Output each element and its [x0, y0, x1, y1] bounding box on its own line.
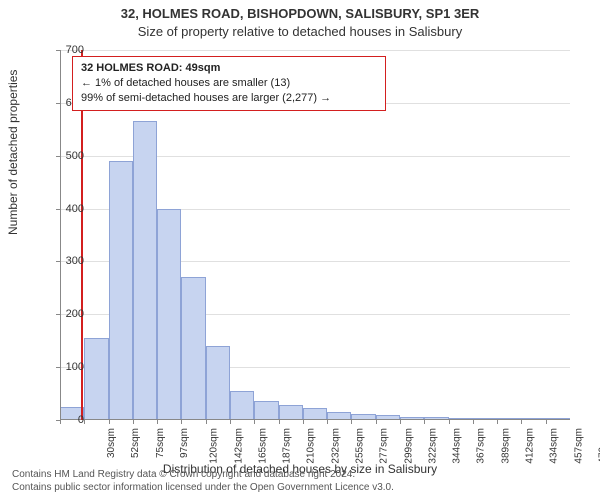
x-tick-mark [181, 420, 182, 424]
x-tick-label: 165sqm [257, 428, 268, 464]
x-tick-label: 367sqm [476, 428, 487, 464]
x-tick-label: 187sqm [282, 428, 293, 464]
y-tick-label: 500 [44, 150, 84, 162]
x-tick-mark [133, 420, 134, 424]
y-tick-label: 300 [44, 255, 84, 267]
x-tick-label: 299sqm [403, 428, 414, 464]
x-tick-mark [279, 420, 280, 424]
annotation-box: 32 HOLMES ROAD: 49sqm ← 1% of detached h… [72, 56, 386, 111]
x-tick-mark [497, 420, 498, 424]
x-tick-mark [521, 420, 522, 424]
x-tick-mark [351, 420, 352, 424]
x-tick-label: 434sqm [549, 428, 560, 464]
x-tick-label: 97sqm [179, 428, 190, 458]
x-tick-label: 52sqm [130, 428, 141, 458]
histogram-bar [133, 121, 157, 420]
y-tick-label: 700 [44, 44, 84, 56]
x-tick-mark [473, 420, 474, 424]
x-tick-mark [376, 420, 377, 424]
annotation-line2: ← 1% of detached houses are smaller (13) [81, 76, 377, 91]
x-tick-mark [400, 420, 401, 424]
x-tick-mark [327, 420, 328, 424]
title-address: 32, HOLMES ROAD, BISHOPDOWN, SALISBURY, … [0, 6, 600, 21]
histogram-bar [206, 346, 230, 420]
histogram-bar [230, 391, 254, 420]
x-tick-label: 277sqm [379, 428, 390, 464]
histogram-bar [109, 161, 133, 420]
x-tick-mark [60, 420, 61, 424]
histogram-bar [254, 401, 278, 420]
x-tick-mark [230, 420, 231, 424]
x-tick-label: 142sqm [233, 428, 244, 464]
x-tick-label: 120sqm [209, 428, 220, 464]
histogram-bar [84, 338, 108, 420]
x-tick-label: 389sqm [500, 428, 511, 464]
x-tick-mark [424, 420, 425, 424]
x-tick-label: 30sqm [106, 428, 117, 458]
y-tick-label: 100 [44, 361, 84, 373]
grid-line [60, 50, 570, 51]
x-axis-line [60, 419, 570, 420]
y-axis-label: Number of detached properties [6, 70, 20, 235]
x-tick-mark [109, 420, 110, 424]
x-tick-label: 322sqm [427, 428, 438, 464]
x-tick-mark [254, 420, 255, 424]
x-tick-label: 75sqm [155, 428, 166, 458]
x-tick-label: 344sqm [452, 428, 463, 464]
annotation-line1: 32 HOLMES ROAD: 49sqm [81, 61, 377, 76]
footer-attribution: Contains HM Land Registry data © Crown c… [12, 469, 394, 494]
x-tick-mark [303, 420, 304, 424]
x-tick-label: 412sqm [525, 428, 536, 464]
x-tick-label: 232sqm [330, 428, 341, 464]
x-tick-label: 210sqm [306, 428, 317, 464]
x-tick-mark [84, 420, 85, 424]
footer-line2: Contains public sector information licen… [12, 482, 394, 495]
x-tick-mark [206, 420, 207, 424]
x-tick-mark [546, 420, 547, 424]
annotation-line3: 99% of semi-detached houses are larger (… [81, 91, 377, 106]
histogram-bar [181, 277, 205, 420]
x-tick-mark [449, 420, 450, 424]
x-tick-label: 255sqm [355, 428, 366, 464]
y-tick-label: 200 [44, 308, 84, 320]
footer-line1: Contains HM Land Registry data © Crown c… [12, 469, 394, 482]
title-subtitle: Size of property relative to detached ho… [0, 24, 600, 39]
y-tick-label: 0 [44, 414, 84, 426]
histogram-bar [157, 209, 181, 420]
x-tick-label: 457sqm [573, 428, 584, 464]
y-tick-label: 400 [44, 203, 84, 215]
x-tick-mark [157, 420, 158, 424]
histogram-bar [279, 405, 303, 420]
